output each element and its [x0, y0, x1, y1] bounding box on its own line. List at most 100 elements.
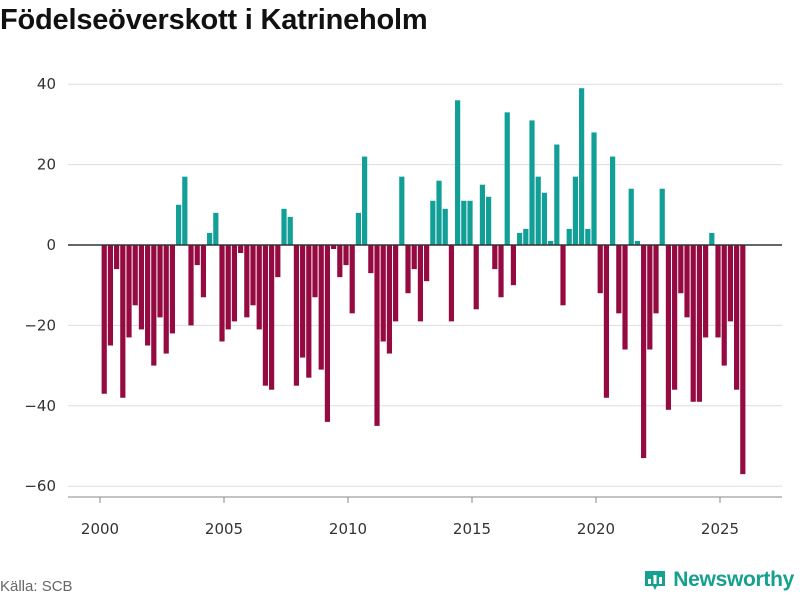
bar-negative — [114, 245, 120, 270]
bar-negative — [417, 245, 424, 322]
bar-negative — [616, 245, 622, 314]
x-tick-label: 2015 — [453, 520, 491, 538]
bar-negative — [151, 245, 157, 366]
bar-positive — [455, 100, 461, 245]
bar-negative — [343, 245, 349, 266]
bar-negative — [380, 245, 386, 342]
bar-positive — [517, 232, 523, 245]
bar-positive — [362, 156, 368, 245]
bar-positive — [213, 212, 219, 245]
bar-negative — [269, 245, 275, 390]
gridlines — [68, 83, 782, 487]
bar-positive — [467, 200, 473, 245]
bar-positive — [281, 208, 287, 245]
bar-negative — [157, 245, 163, 318]
bar-negative — [145, 245, 151, 346]
bar-negative — [510, 245, 517, 286]
bar-negative — [653, 245, 659, 314]
bar-positive — [591, 132, 597, 245]
bar-negative — [622, 245, 628, 350]
bar-positive — [634, 240, 641, 245]
bar-negative — [349, 245, 355, 314]
bar-positive — [399, 176, 405, 245]
x-tick-label: 2000 — [81, 520, 119, 538]
bar-negative — [107, 245, 114, 346]
bar-negative — [120, 245, 126, 398]
y-tick-label: 20 — [37, 156, 56, 174]
y-tick-label: −60 — [24, 477, 56, 495]
bar-negative — [721, 245, 727, 366]
bar-negative — [225, 245, 231, 330]
bar-negative — [690, 245, 696, 402]
y-tick-label: −20 — [24, 316, 56, 334]
bar-positive — [529, 120, 535, 245]
bar-negative — [411, 245, 417, 270]
bar-negative — [684, 245, 690, 318]
y-tick-label: 0 — [46, 236, 56, 254]
bar-negative — [306, 245, 312, 378]
bar-negative — [231, 245, 238, 322]
bar-positive — [182, 176, 188, 245]
bar-positive — [442, 208, 448, 245]
bar-negative — [163, 245, 169, 354]
bar-negative — [374, 245, 380, 426]
y-tick-label: 40 — [37, 75, 56, 93]
bar-negative — [386, 245, 393, 354]
bar-negative — [405, 245, 411, 294]
bar-positive — [548, 240, 554, 245]
bar-positive — [176, 204, 182, 245]
bar-negative — [448, 245, 455, 322]
bar-negative — [715, 245, 721, 338]
bar-negative — [200, 245, 207, 298]
bar-positive — [535, 176, 541, 245]
bar-negative — [194, 245, 200, 266]
bar-negative — [603, 245, 610, 398]
y-tick-label: −40 — [24, 397, 56, 415]
bar-negative — [678, 245, 684, 294]
bar-positive — [566, 228, 572, 245]
bar-negative — [665, 245, 672, 410]
bar-negative — [262, 245, 269, 386]
bar-negative — [324, 245, 331, 422]
bar-positive — [287, 216, 293, 245]
bar-negative — [331, 245, 337, 250]
bar-negative — [300, 245, 306, 358]
bar-negative — [219, 245, 225, 342]
bars — [101, 88, 746, 475]
brand-logo[interactable]: Newsworthy — [643, 568, 794, 592]
bar-negative — [256, 245, 262, 330]
x-tick-label: 2010 — [329, 520, 367, 538]
bar-positive — [355, 212, 362, 245]
bar-positive — [523, 228, 529, 245]
bar-positive — [461, 200, 467, 245]
bar-negative — [727, 245, 734, 322]
bar-negative — [696, 245, 703, 402]
bar-negative — [244, 245, 250, 318]
bar-negative — [132, 245, 138, 306]
bar-negative — [641, 245, 647, 459]
y-axis-ticks: −60 −40 −20 0 20 40 — [24, 75, 56, 495]
bar-negative — [672, 245, 678, 390]
source-note: Källa: SCB — [0, 578, 73, 595]
bar-positive — [610, 156, 616, 245]
bar-positive — [572, 176, 579, 245]
bar-negative — [560, 245, 566, 306]
bar-positive — [436, 180, 442, 245]
bar-negative — [101, 245, 107, 394]
bar-negative — [393, 245, 399, 322]
bar-negative — [337, 245, 343, 278]
bar-positive — [486, 196, 492, 245]
bar-negative — [734, 245, 740, 390]
bar-negative — [498, 245, 504, 298]
bar-positive — [709, 232, 715, 245]
bar-negative — [250, 245, 256, 306]
x-tick-label: 2005 — [205, 520, 243, 538]
bar-negative — [597, 245, 603, 294]
bar-positive — [541, 192, 548, 245]
bar-positive — [554, 144, 560, 245]
chart-title: Födelseöverskott i Katrineholm — [0, 4, 428, 36]
bar-negative — [473, 245, 479, 310]
x-tick-label: 2025 — [701, 520, 739, 538]
bar-negative — [312, 245, 318, 298]
